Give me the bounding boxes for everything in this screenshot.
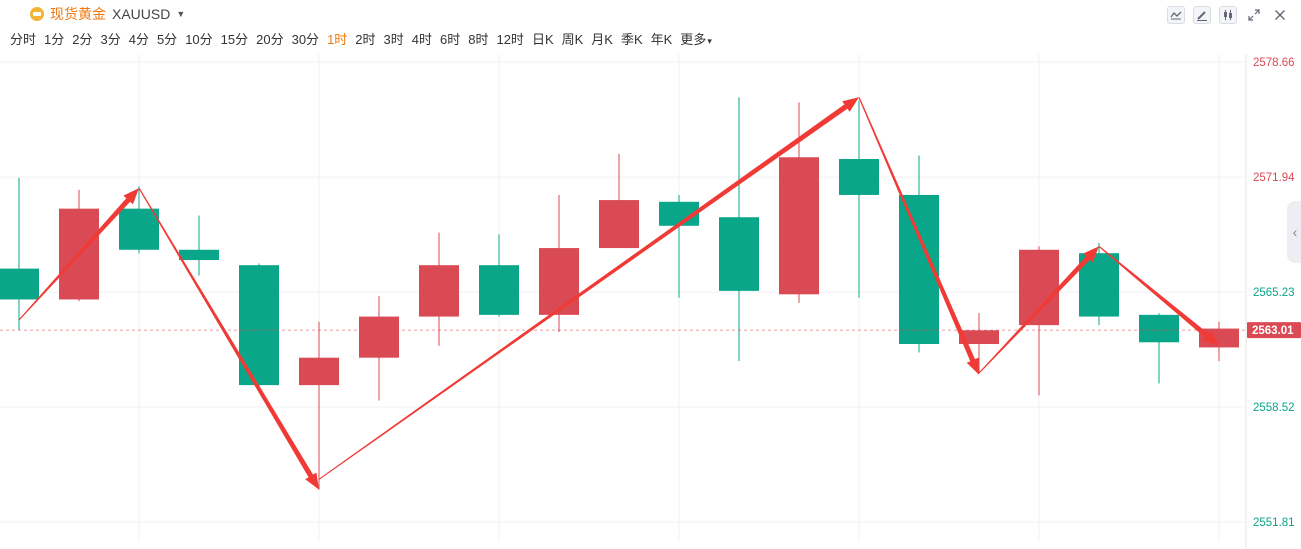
period-tab-3m[interactable]: 3分 [100, 31, 121, 47]
candle-body [179, 249, 219, 261]
candle-body [719, 217, 759, 291]
period-tab-2h[interactable]: 2时 [355, 31, 376, 47]
y-tick-label: 2558.52 [1253, 402, 1295, 414]
period-tab-tick[interactable]: 分时 [10, 31, 37, 47]
gold-icon [30, 7, 44, 21]
trend-arrow [858, 97, 979, 375]
close-icon[interactable] [1271, 6, 1289, 24]
candle-body [1139, 314, 1179, 343]
trend-arrow [1098, 245, 1219, 346]
period-tab-15m[interactable]: 15分 [220, 31, 249, 47]
trend-arrow [18, 188, 140, 321]
period-tab-1m[interactable]: 1分 [44, 31, 65, 47]
last-price-badge [1247, 322, 1301, 339]
period-tab-1h[interactable]: 1时 [327, 31, 348, 47]
expand-icon[interactable] [1245, 6, 1263, 24]
period-tab-5m[interactable]: 5分 [156, 31, 178, 47]
period-tabs: 分时 1分 2分 3分 4分 5分 10分 15分 20分 30分 1时 2时 … [6, 28, 716, 48]
period-tab-4h[interactable]: 4时 [411, 31, 432, 47]
candle-body [299, 357, 339, 386]
trend-arrow [138, 187, 319, 490]
period-tab-20m[interactable]: 20分 [256, 31, 284, 47]
period-tab-week[interactable]: 周K [561, 31, 584, 47]
period-tab-day[interactable]: 日K [531, 31, 554, 47]
chevron-left-icon: ‹ [1292, 224, 1298, 240]
chart-grid [0, 54, 1246, 542]
period-tab-2m[interactable]: 2分 [72, 31, 93, 47]
chart-header: 现货黄金 XAUUSD ▼ [0, 0, 1301, 28]
period-tab-quarter[interactable]: 季K [620, 31, 643, 47]
period-tab-4m[interactable]: 4分 [128, 31, 149, 47]
period-tab-10m[interactable]: 10分 [185, 31, 213, 47]
trend-arrow [318, 97, 859, 480]
trend-arrows [18, 97, 1219, 490]
candle-body [359, 316, 399, 358]
candles [0, 97, 1239, 490]
symbol-name: 现货黄金 [50, 6, 106, 22]
y-tick-label: 2565.23 [1253, 287, 1295, 299]
candle-body [479, 265, 519, 315]
period-tab-month[interactable]: 月K [591, 31, 613, 47]
price-axis: 2578.66 2571.94 2565.23 2558.52 2551.81 2563.… [0, 54, 1301, 549]
trend-arrow [978, 246, 1099, 374]
period-tab-8h[interactable]: 8时 [468, 31, 489, 47]
last-price-label: 2563.01 [1252, 325, 1294, 337]
candle-body [0, 268, 39, 300]
candle-body [839, 158, 879, 195]
chevron-down-icon: ▼ [176, 9, 186, 19]
draw-pen-icon[interactable] [1193, 6, 1211, 24]
candle-body [779, 157, 819, 295]
candle-body [599, 200, 639, 249]
period-more-dropdown[interactable]: 更多 [676, 29, 716, 48]
period-tab-3h[interactable]: 3时 [383, 31, 404, 47]
indicator-icon[interactable] [1167, 6, 1185, 24]
candle-style-icon[interactable] [1219, 6, 1237, 24]
period-tab-12h[interactable]: 12时 [496, 31, 524, 47]
y-tick-label: 2551.81 [1253, 517, 1295, 529]
period-tab-6h[interactable]: 6时 [440, 31, 461, 47]
symbol-code: XAUUSD [112, 6, 171, 22]
candlestick-chart[interactable]: 2578.66 2571.94 2565.23 2558.52 2551.81 2563.… [0, 54, 1301, 549]
collapse-panel-button[interactable]: ‹ [1287, 201, 1301, 263]
candle-body [959, 330, 999, 344]
candle-body [119, 208, 159, 250]
candle-body [539, 248, 579, 315]
candle-body [1019, 249, 1059, 326]
y-tick-label: 2571.94 [1253, 172, 1295, 184]
y-tick-label: 2578.66 [1253, 57, 1295, 69]
candle-body [419, 265, 459, 317]
chart-toolbar [1167, 6, 1289, 24]
symbol-selector[interactable]: 现货黄金 XAUUSD ▼ [30, 4, 185, 24]
period-tab-30m[interactable]: 30分 [291, 31, 320, 47]
period-tab-year[interactable]: 年K [650, 31, 673, 47]
